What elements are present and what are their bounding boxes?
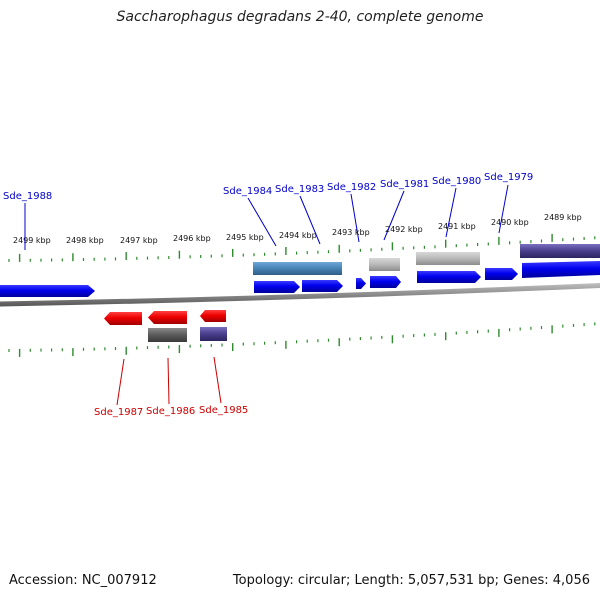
scale-label: 2492 kbp — [385, 225, 423, 234]
gene-arrow[interactable] — [370, 276, 401, 288]
cds-block[interactable] — [148, 328, 187, 342]
scale-label: 2489 kbp — [544, 213, 582, 222]
gene-arrow[interactable] — [104, 312, 142, 325]
gene-label[interactable]: Sde_1985 — [199, 405, 248, 416]
upper-scale-ticks — [8, 233, 596, 262]
gene-label[interactable]: Sde_1987 — [94, 407, 143, 418]
reverse-features — [104, 310, 227, 342]
scale-label: 2499 kbp — [13, 236, 51, 245]
cds-block[interactable] — [253, 262, 342, 275]
reverse-gene-labels: Sde_1987 Sde_1986 Sde_1985 — [94, 405, 248, 418]
gene-label[interactable]: Sde_1984 — [223, 186, 272, 197]
genome-backbone — [0, 283, 600, 307]
scale-label: 2491 kbp — [438, 222, 476, 231]
scale-label: 2490 kbp — [491, 218, 529, 227]
gene-label[interactable]: Sde_1980 — [432, 176, 481, 187]
cds-block[interactable] — [416, 252, 480, 265]
map-title: Saccharophagus degradans 2-40, complete … — [116, 9, 484, 25]
cds-block[interactable] — [520, 244, 600, 258]
cds-block[interactable] — [369, 258, 400, 271]
forward-gene-labels: Sde_1988 Sde_1984 Sde_1983 Sde_1982 Sde_… — [3, 172, 533, 202]
scale-labels: 2499 kbp 2498 kbp 2497 kbp 2496 kbp 2495… — [13, 213, 582, 245]
lower-scale-ticks — [8, 322, 596, 357]
reverse-callout-lines — [116, 356, 222, 406]
forward-callout-lines — [24, 184, 509, 250]
gene-arrow[interactable] — [254, 281, 300, 293]
gene-arrow[interactable] — [356, 278, 366, 289]
scale-label: 2494 kbp — [279, 231, 317, 240]
gene-arrow[interactable] — [485, 268, 518, 280]
forward-features — [0, 244, 600, 297]
scale-label: 2496 kbp — [173, 234, 211, 243]
gene-label[interactable]: Sde_1986 — [146, 406, 195, 417]
gene-arrow[interactable] — [0, 285, 95, 297]
scale-label: 2498 kbp — [66, 236, 104, 245]
gene-label[interactable]: Sde_1983 — [275, 184, 324, 195]
gene-label[interactable]: Sde_1982 — [327, 182, 376, 193]
gene-arrow[interactable] — [200, 310, 226, 322]
accession-text: Accession: NC_007912 — [9, 573, 157, 588]
gene-label[interactable]: Sde_1981 — [380, 179, 429, 190]
scale-label: 2497 kbp — [120, 236, 158, 245]
gene-label[interactable]: Sde_1979 — [484, 172, 533, 183]
genome-summary-text: Topology: circular; Length: 5,057,531 bp… — [232, 573, 590, 588]
gene-arrow[interactable] — [522, 261, 600, 278]
scale-label: 2495 kbp — [226, 233, 264, 242]
gene-arrow[interactable] — [148, 311, 187, 324]
scale-label: 2493 kbp — [332, 228, 370, 237]
gene-label[interactable]: Sde_1988 — [3, 191, 52, 202]
gene-arrow[interactable] — [302, 280, 343, 292]
cds-block[interactable] — [200, 327, 227, 341]
gene-arrow[interactable] — [417, 271, 481, 283]
